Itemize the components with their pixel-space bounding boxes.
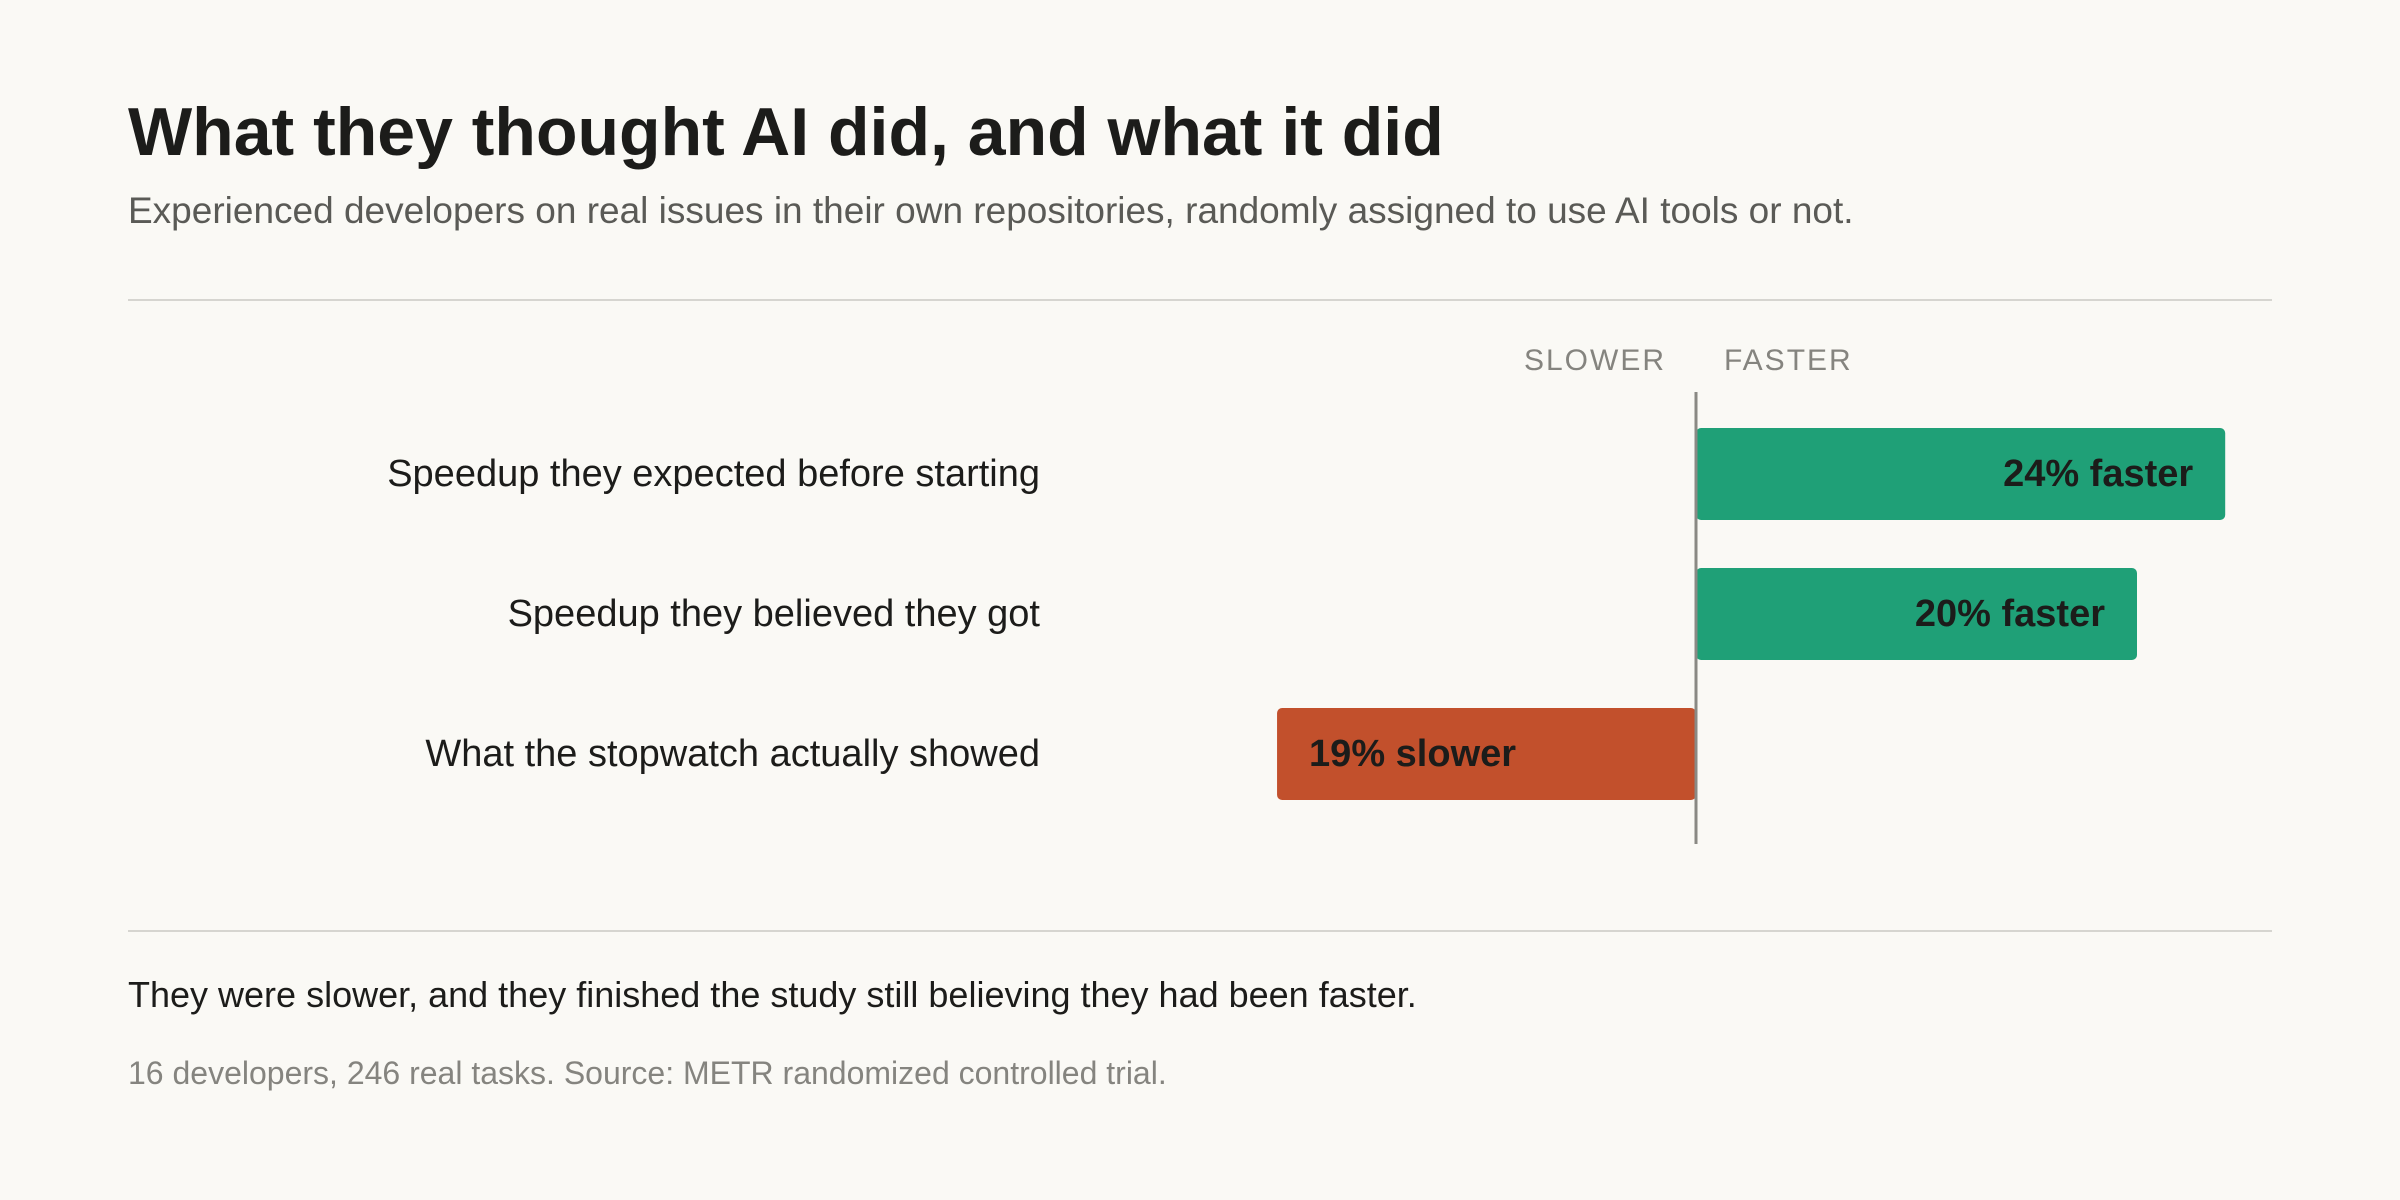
value-label-2: 20% faster bbox=[1915, 593, 2105, 635]
speedup-bar-chart: SLOWER FASTER Speedup they expected befo… bbox=[387, 344, 2226, 844]
category-label-1: Speedup they expected before starting bbox=[387, 453, 1040, 495]
bottom-divider bbox=[128, 930, 2272, 932]
chart-title: What they thought AI did, and what it di… bbox=[128, 94, 1444, 170]
chart-source-note: 16 developers, 246 real tasks. Source: M… bbox=[128, 1055, 1167, 1091]
bar-group: Speedup they expected before starting 24%… bbox=[387, 428, 2226, 800]
chart-subtitle: Experienced developers on real issues in… bbox=[128, 190, 1854, 231]
faster-direction-label: FASTER bbox=[1724, 344, 1853, 377]
bar-1 bbox=[1696, 428, 2226, 520]
value-label-1: 24% faster bbox=[2003, 453, 2193, 495]
category-label-2: Speedup they believed they got bbox=[508, 593, 1041, 635]
bar-2 bbox=[1696, 568, 2137, 660]
value-label-3: 19% slower bbox=[1309, 733, 1516, 775]
slower-direction-label: SLOWER bbox=[1524, 344, 1666, 377]
top-divider bbox=[128, 299, 2272, 301]
category-label-3: What the stopwatch actually showed bbox=[425, 733, 1040, 775]
bar-3 bbox=[1277, 708, 1696, 800]
chart-takeaway: They were slower, and they finished the … bbox=[128, 974, 1417, 1015]
